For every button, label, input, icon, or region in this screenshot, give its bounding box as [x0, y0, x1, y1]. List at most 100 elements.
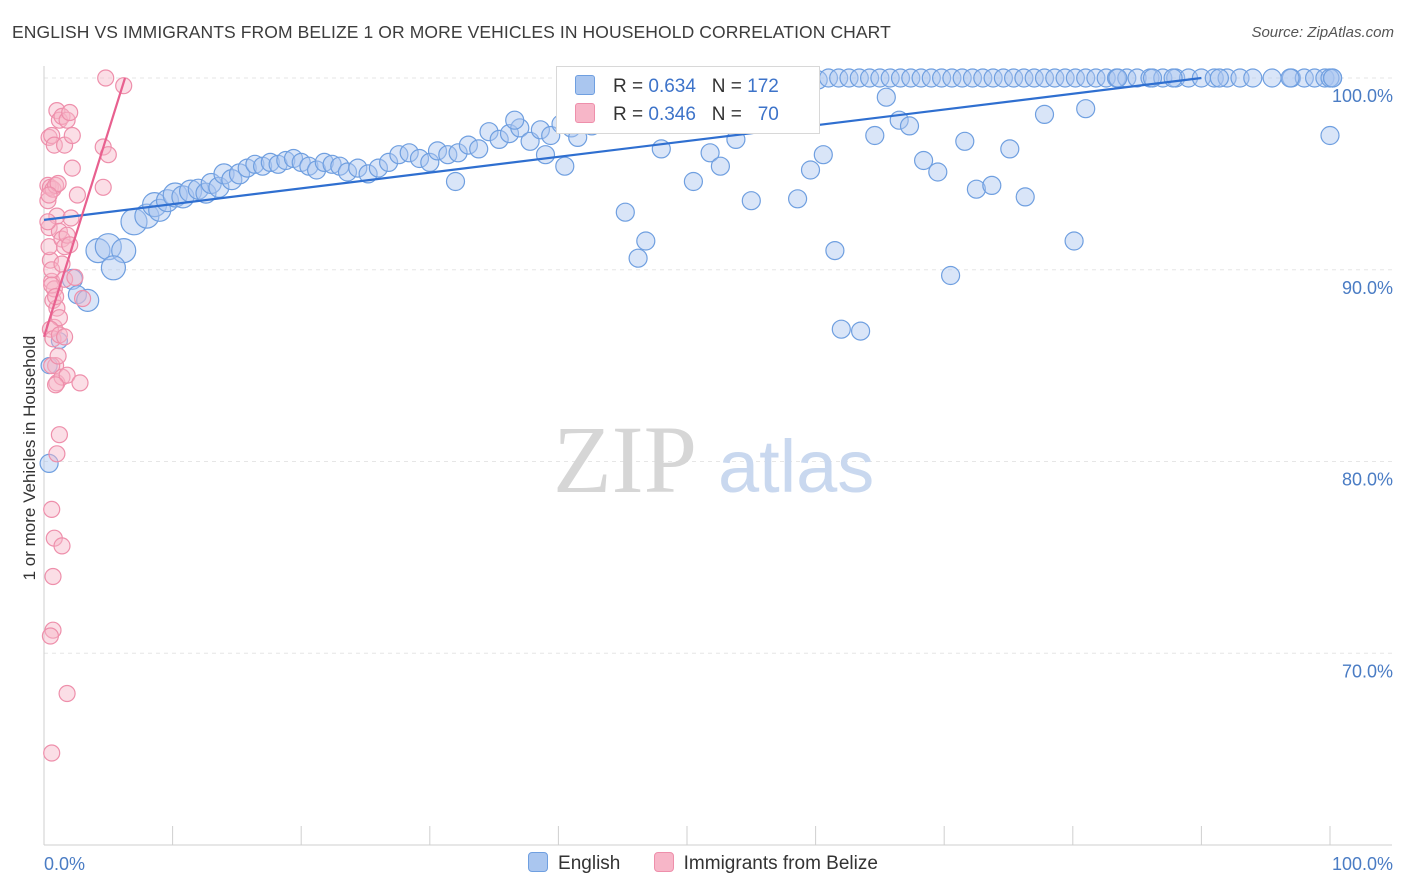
legend-item-english[interactable]: English — [528, 852, 620, 875]
english-point — [368, 158, 388, 178]
english-point — [260, 152, 280, 172]
belize-point — [55, 328, 74, 346]
belize-point — [41, 627, 60, 645]
english-point — [1000, 139, 1020, 159]
english-point — [162, 182, 188, 208]
belize-point — [39, 213, 57, 231]
english-point — [839, 68, 859, 88]
belize-points — [39, 69, 133, 762]
english-point — [1209, 68, 1230, 88]
english-point — [901, 68, 921, 88]
belize-point — [46, 376, 65, 394]
english-point — [813, 145, 833, 165]
english-point — [825, 241, 845, 261]
english-point — [880, 68, 900, 88]
x-tick-label-max: 100.0% — [1332, 854, 1393, 874]
belize-point — [50, 309, 69, 327]
belize-point — [46, 176, 65, 194]
english-point — [876, 87, 896, 107]
y-tick-label: 80.0% — [1342, 470, 1393, 490]
english-point — [1045, 68, 1065, 88]
belize-point — [73, 289, 92, 308]
stats-legend: R = 0.634 N = 172 R = 0.346 N = 70 — [556, 66, 820, 134]
english-point — [1024, 68, 1044, 88]
english-point — [379, 152, 399, 172]
tick-labels: 70.0% 80.0% 90.0% 100.0% 0.0% 100.0% — [44, 86, 1393, 874]
belize-point — [43, 357, 61, 375]
english-point — [1003, 68, 1024, 88]
english-point — [931, 68, 952, 88]
gridlines — [44, 77, 1392, 654]
legend-swatch-belize — [575, 103, 595, 123]
legend-swatch-english — [575, 75, 595, 95]
legend-r-label: R = — [613, 104, 644, 125]
english-point — [195, 182, 217, 204]
english-point — [1320, 125, 1340, 146]
legend-item-belize[interactable]: Immigrants from Belize — [653, 852, 878, 875]
english-point — [982, 175, 1002, 195]
belize-point — [49, 174, 67, 193]
english-point — [1243, 68, 1263, 88]
belize-point — [63, 159, 81, 177]
english-point — [829, 68, 849, 88]
english-point — [628, 248, 648, 268]
english-point — [966, 179, 987, 199]
english-point — [1076, 99, 1096, 119]
belize-point — [43, 500, 61, 518]
english-point — [314, 152, 334, 172]
english-point — [1034, 104, 1055, 125]
watermark: ZIP atlas — [553, 406, 874, 513]
english-point — [952, 68, 972, 88]
english-point — [420, 152, 440, 172]
english-point — [458, 135, 478, 155]
english-point — [409, 148, 430, 169]
english-point — [427, 141, 448, 161]
english-point — [530, 120, 551, 140]
belize-point — [58, 684, 76, 703]
source-credit: Source: ZipAtlas.com — [1251, 24, 1394, 41]
english-point — [928, 162, 948, 182]
belize-point — [48, 445, 66, 463]
belize-point — [40, 186, 58, 204]
chart-title: ENGLISH VS IMMIGRANTS FROM BELIZE 1 OR M… — [12, 22, 891, 42]
english-point — [1014, 68, 1034, 88]
english-point — [1065, 68, 1086, 88]
english-point — [479, 122, 499, 142]
belize-point — [53, 537, 71, 555]
belize-point — [50, 426, 69, 444]
english-point — [208, 176, 230, 198]
english-point — [831, 319, 851, 339]
trend-lines — [42, 76, 1202, 338]
series-legend: English Immigrants from Belize — [0, 852, 1406, 875]
english-point — [358, 164, 378, 184]
legend-n-label: N = — [711, 104, 742, 125]
english-trend-line — [43, 76, 1202, 221]
y-tick-label: 90.0% — [1342, 278, 1393, 298]
belize-point — [63, 126, 81, 145]
legend-swatch — [528, 852, 549, 872]
english-point — [955, 131, 975, 151]
english-point — [1064, 231, 1084, 251]
belize-point — [97, 69, 115, 87]
belize-point — [43, 744, 61, 762]
english-point — [505, 110, 525, 130]
legend-row-english: R = 0.634 N = 172 — [575, 75, 779, 98]
english-point — [850, 321, 871, 341]
english-point — [1076, 68, 1096, 88]
english-point — [1280, 68, 1300, 88]
english-point — [1294, 68, 1314, 88]
english-point — [1015, 187, 1035, 207]
english-point — [983, 68, 1003, 88]
english-point — [535, 145, 556, 165]
legend-r-value-english: 0.634 — [648, 76, 696, 97]
english-point — [683, 171, 704, 192]
legend-r-label: R = — [613, 76, 644, 97]
english-point — [942, 68, 962, 88]
english-point — [899, 116, 920, 136]
english-point — [921, 68, 941, 88]
belize-point — [58, 366, 76, 384]
english-point — [399, 143, 419, 163]
english-point — [787, 189, 808, 209]
legend-row-belize: R = 0.346 N = 70 — [575, 103, 779, 126]
english-point — [1322, 68, 1343, 88]
